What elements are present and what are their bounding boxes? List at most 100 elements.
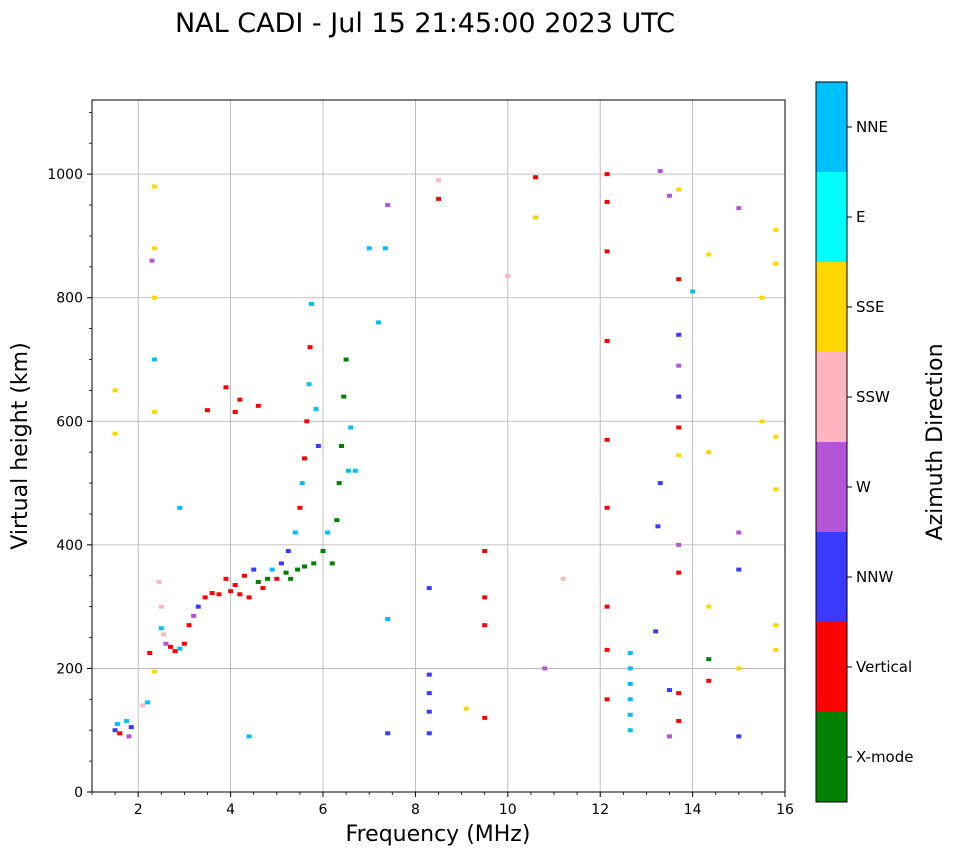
data-point	[191, 613, 197, 618]
data-point	[223, 385, 229, 390]
data-point	[542, 666, 548, 671]
data-point	[311, 561, 317, 566]
x-tick-label: 12	[591, 802, 609, 818]
data-point	[736, 666, 742, 671]
data-point	[112, 431, 118, 436]
data-point	[177, 505, 183, 510]
data-point	[232, 410, 238, 415]
data-point	[773, 623, 779, 628]
data-point	[604, 697, 610, 702]
data-point	[295, 567, 301, 572]
x-tick-label: 8	[411, 802, 420, 818]
data-point	[426, 586, 432, 591]
x-tick-label: 16	[776, 802, 794, 818]
data-point	[604, 437, 610, 442]
data-point	[482, 623, 488, 628]
data-point	[205, 408, 210, 413]
data-point	[237, 397, 243, 402]
data-point	[736, 530, 742, 535]
data-point	[334, 518, 340, 523]
data-point	[163, 641, 169, 646]
data-point	[482, 715, 488, 720]
data-point	[385, 203, 391, 208]
data-point	[232, 583, 238, 588]
x-axis-ticks: 2 4 6 8 10 12 14 16	[91, 792, 794, 818]
data-point	[676, 363, 682, 368]
colorbar-segment	[816, 262, 847, 352]
data-point	[706, 450, 712, 455]
data-point	[269, 567, 275, 572]
data-point	[655, 524, 661, 529]
data-point	[251, 567, 257, 572]
plot-area: 2 4 6 8 10 12 14 16 0 200 400 600 800 1000	[47, 99, 794, 818]
data-point	[627, 728, 633, 733]
colorbar-label: Azimuth Direction	[923, 343, 948, 540]
colorbar-segment	[816, 712, 847, 802]
data-point	[604, 172, 610, 177]
data-point	[463, 706, 469, 711]
colorbar-segment	[816, 82, 847, 172]
data-point	[223, 576, 229, 581]
data-point	[426, 731, 432, 736]
x-tick-label: 2	[134, 802, 143, 818]
data-point	[255, 579, 261, 584]
data-point	[151, 410, 157, 415]
data-point	[676, 691, 682, 696]
data-point	[736, 734, 742, 739]
data-point	[338, 444, 344, 448]
y-tick-label: 0	[74, 785, 83, 801]
data-point	[426, 691, 432, 696]
data-point	[124, 718, 130, 723]
data-point	[482, 595, 488, 600]
data-point	[676, 425, 682, 430]
data-point	[313, 406, 319, 411]
colorbar-border	[815, 81, 848, 803]
data-point	[283, 570, 289, 575]
data-point	[676, 570, 682, 575]
data-point	[151, 669, 157, 674]
data-point	[260, 586, 266, 591]
data-point	[736, 206, 742, 211]
data-point	[657, 169, 663, 174]
data-point	[676, 394, 682, 399]
plot-frame	[92, 100, 785, 792]
data-point	[627, 681, 633, 686]
data-point	[114, 722, 120, 727]
data-point	[237, 592, 243, 597]
data-point	[759, 419, 765, 424]
data-point	[667, 193, 672, 198]
data-point	[151, 184, 157, 189]
colorbar-segment	[816, 352, 847, 442]
data-point	[336, 481, 342, 486]
data-point	[533, 175, 539, 180]
data-point	[341, 394, 347, 399]
data-point	[172, 649, 178, 654]
data-point	[246, 734, 252, 739]
colorbar-tick-label: E	[856, 208, 865, 226]
data-point	[366, 246, 372, 251]
data-point	[156, 579, 162, 584]
x-tick-label: 6	[319, 802, 328, 818]
data-point	[228, 589, 234, 594]
data-point	[325, 530, 331, 535]
data-point	[426, 672, 432, 677]
data-point	[168, 644, 174, 649]
data-point	[151, 246, 157, 251]
data-point	[285, 549, 291, 554]
data-point	[302, 564, 308, 569]
grid-lines	[92, 100, 786, 793]
y-tick-label: 200	[56, 661, 83, 677]
data-point	[255, 403, 261, 408]
data-point	[299, 481, 305, 486]
data-point	[676, 453, 682, 458]
data-point	[773, 487, 779, 492]
data-point	[126, 734, 132, 739]
data-point	[773, 261, 779, 266]
data-point	[676, 277, 682, 282]
colorbar-segment	[816, 532, 847, 622]
data-point	[181, 641, 187, 646]
data-point	[315, 444, 321, 448]
chart-title: NAL CADI - Jul 15 21:45:00 2023 UTC	[175, 8, 675, 39]
data-point	[667, 688, 672, 693]
